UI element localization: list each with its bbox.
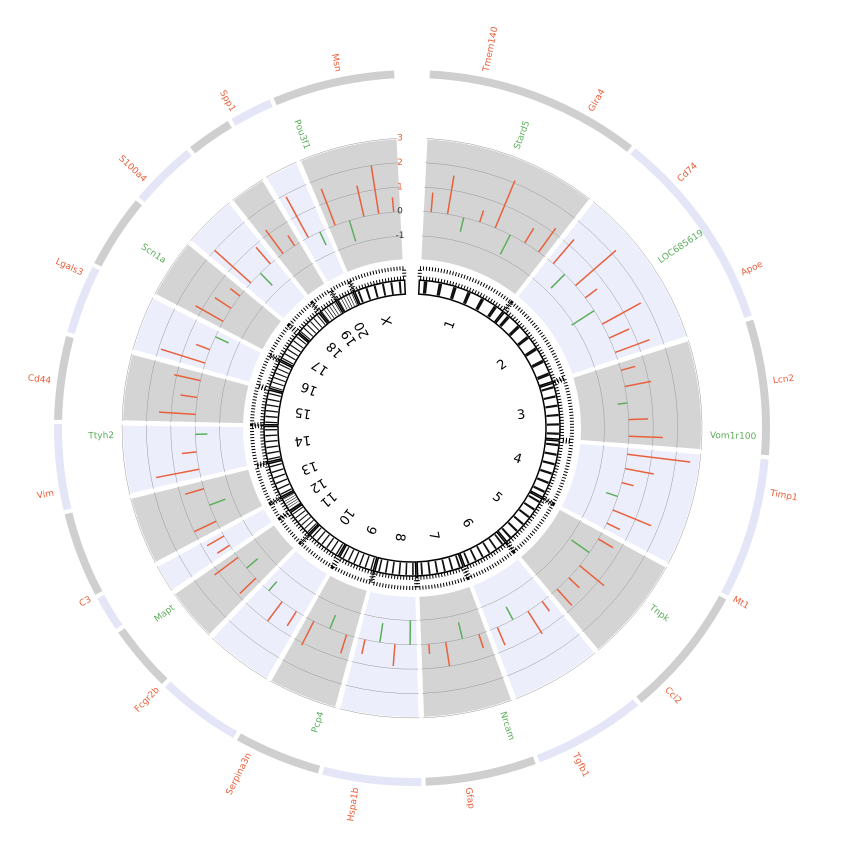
gene-label: Msn	[329, 53, 342, 73]
outer-ring	[721, 459, 768, 596]
gene-label: Nrcam	[497, 711, 515, 742]
gene-label: S100a4	[116, 154, 148, 185]
gene-label: Apoe	[740, 259, 765, 278]
outer-ring	[237, 733, 320, 773]
y-tick-label: -1	[396, 231, 405, 241]
chromosome-label: 7	[425, 530, 441, 541]
chromosome-label: 3	[516, 407, 526, 423]
outer-ring	[165, 681, 237, 738]
outer-ring	[537, 699, 638, 762]
gene-label: Tgfb1	[569, 751, 590, 779]
outer-ring	[274, 70, 395, 105]
band	[547, 423, 559, 425]
y-tick-label: 1	[397, 182, 403, 192]
gene-label: Ccl2	[662, 685, 683, 706]
outer-ring	[118, 628, 167, 684]
outer-ring	[54, 424, 71, 510]
ideogram	[264, 390, 282, 425]
gene-label: Gfap	[463, 787, 476, 810]
gene-label: Vom1r100	[710, 431, 757, 442]
chromosome-label: 9	[362, 523, 379, 536]
gene-label: LOC685619	[657, 228, 706, 266]
outer-ring	[322, 767, 421, 786]
outer-ring	[231, 100, 272, 126]
gene-label: Pou3f1	[291, 118, 311, 150]
outer-ring	[425, 756, 535, 785]
chromosome-label: 6	[459, 516, 476, 531]
peak-bar	[629, 419, 649, 420]
chromosome-label: 16	[299, 378, 320, 398]
chromosome-label: 13	[299, 457, 320, 477]
y-tick-label: 3	[397, 134, 403, 144]
gene-label: Stard5	[513, 120, 533, 151]
gene-label: Serpina3n	[225, 752, 254, 797]
gene-label: Spp1	[217, 89, 237, 114]
chromosome-label: 14	[294, 432, 312, 449]
gene-label: Vim	[36, 489, 55, 502]
gene-label: Hspa1b	[346, 787, 361, 823]
y-tick-label: 2	[397, 158, 403, 168]
gene-label: Lcn2	[772, 374, 795, 387]
band	[265, 429, 277, 431]
chromosome-label: 15	[294, 404, 312, 421]
gene-label: Glra4	[587, 87, 608, 113]
ideogram	[299, 313, 328, 342]
gene-label: Lgals3	[54, 257, 85, 278]
outer-ring	[429, 70, 632, 151]
scatter-band	[252, 426, 266, 465]
band	[412, 563, 414, 575]
outer-ring	[54, 336, 74, 420]
gene-label: Fcgr2b	[133, 685, 162, 714]
gene-label: Tmem140	[481, 26, 500, 74]
chromosome-label: 4	[511, 451, 523, 468]
gene-label: Mt1	[731, 595, 751, 612]
outer-ring	[94, 200, 142, 266]
gene-label: Ttyh2	[87, 431, 114, 442]
chromosome-label: X	[379, 315, 396, 327]
peak-bar	[429, 644, 430, 654]
chromosome-label: 5	[489, 489, 505, 506]
chromosome-label: 8	[392, 532, 408, 542]
gene-label: Mapt	[153, 603, 177, 625]
gene-label: Timp1	[768, 488, 798, 503]
ideogram	[540, 383, 560, 439]
gene-label: Tnpk	[646, 603, 671, 625]
outer-ring	[190, 121, 232, 153]
chromosome-label: 17	[309, 357, 331, 379]
chromosome-label: 2	[495, 357, 510, 374]
outer-ring	[67, 267, 99, 334]
gene-label: Cd74	[676, 161, 700, 184]
ideogram	[281, 334, 309, 366]
gene-label: Cd44	[27, 373, 52, 386]
chromosome-label: 10	[335, 505, 357, 527]
gene-label: Pcp4	[310, 710, 326, 734]
y-tick-label: 0	[397, 207, 403, 217]
gene-label: Scn1a	[139, 242, 167, 266]
outer-ring	[97, 595, 122, 629]
outer-ring	[65, 512, 103, 594]
gene-label: C3	[78, 595, 93, 609]
chromosome-label: 1	[442, 318, 459, 331]
